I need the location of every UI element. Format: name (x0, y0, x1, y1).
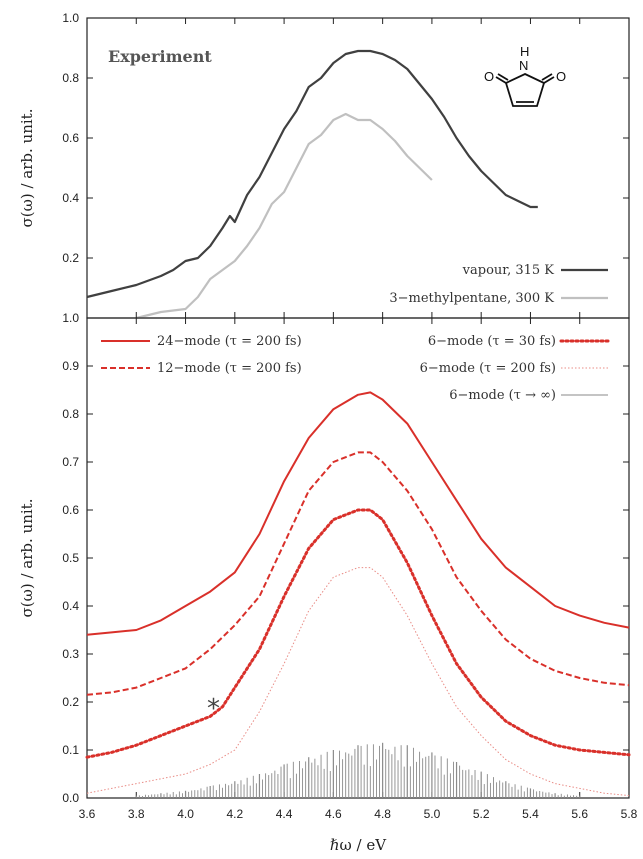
legend-label-6-mode-inf: 6−mode (τ → ∞) (449, 388, 556, 403)
top-y-tick-label: 0.8 (62, 71, 79, 85)
x-axis-label: ℏω / eV (330, 836, 387, 854)
legend-label-6-mode-30fs: 6−mode (τ = 30 fs) (428, 334, 556, 349)
bottom-y-tick-label: 0.5 (62, 551, 79, 565)
bottom-y-tick-label: 0.0 (62, 791, 79, 805)
legend-label-24-mode: 24−mode (τ = 200 fs) (157, 334, 302, 349)
bottom-panel: 0.0 0.1 0.2 0.3 0.4 0.5 0.6 0.7 0.8 0.9 1.0 3.6 3.8… (62, 18, 638, 821)
legend-label-methylpentane: 3−methylpentane, 300 K (389, 291, 554, 306)
series-line-bottom-1 (86, 451, 630, 696)
bottom-y-tick-label: 0.7 (62, 455, 79, 469)
legend-label-12-mode: 12−mode (τ = 200 fs) (157, 361, 302, 376)
x-tick-label: 4.2 (226, 807, 243, 821)
bottom-y-tick-label: 0.4 (62, 599, 79, 613)
x-tick-label: 4.8 (374, 807, 391, 821)
bottom-legend: 24−mode (τ = 200 fs) 12−mode (τ = 200 fs… (101, 334, 610, 403)
top-y-tick-label: 0.4 (62, 191, 79, 205)
x-tick-label: 4.0 (177, 807, 194, 821)
top-panel: 0.2 0.4 0.6 0.8 1.0 Experiment O O N H vapou… (62, 11, 630, 320)
x-tick-label: 5.6 (571, 807, 588, 821)
bottom-series (85, 391, 631, 798)
bottom-y-axis-label: σ(ω) / arb. unit. (18, 499, 36, 618)
bottom-y-tick-label: 0.8 (62, 407, 79, 421)
x-tick-label: 3.6 (79, 807, 96, 821)
bottom-y-tick-label: 0.2 (62, 695, 79, 709)
series-line-bottom-0 (86, 391, 630, 636)
bottom-y-tick-label: 0.9 (62, 359, 79, 373)
x-tick-label: 3.8 (128, 807, 145, 821)
bottom-y-ticks: 0.0 0.1 0.2 0.3 0.4 0.5 0.6 0.7 0.8 0.9 1.0 (62, 311, 629, 805)
top-legend: vapour, 315 K 3−methylpentane, 300 K (389, 263, 608, 306)
x-tick-label: 5.2 (473, 807, 490, 821)
molecule-structure-icon: O O N H (484, 44, 566, 107)
top-y-axis-label: σ(ω) / arb. unit. (18, 109, 36, 228)
bottom-y-tick-label: 1.0 (62, 311, 79, 325)
svg-text:N: N (519, 58, 528, 73)
svg-text:O: O (556, 69, 566, 84)
bottom-y-tick-label: 0.6 (62, 503, 79, 517)
bottom-y-tick-label: 0.1 (62, 743, 79, 757)
series-line-top-1 (136, 112, 433, 320)
top-y-tick-label: 0.6 (62, 131, 79, 145)
x-tick-label: 5.0 (424, 807, 441, 821)
top-y-ticks: 0.2 0.4 0.6 0.8 1.0 (62, 11, 629, 265)
panel-title: Experiment (108, 47, 212, 66)
top-y-tick-label: 0.2 (62, 251, 79, 265)
x-tick-label: 5.4 (522, 807, 539, 821)
svg-text:H: H (520, 44, 529, 59)
series-line-top-0 (86, 49, 538, 299)
annotation-asterisk: * (207, 694, 220, 724)
x-ticks: 3.6 3.8 4.0 4.2 4.4 4.6 4.8 5.0 5.2 5.4 5.6 5.8 (79, 18, 638, 821)
legend-label-6-mode-200fs: 6−mode (τ = 200 fs) (420, 361, 556, 376)
x-tick-label: 4.4 (276, 807, 293, 821)
top-series (86, 49, 538, 320)
x-tick-label: 5.8 (621, 807, 638, 821)
top-y-tick-label: 1.0 (62, 11, 79, 25)
x-tick-label: 4.6 (325, 807, 342, 821)
legend-label-vapour: vapour, 315 K (462, 263, 555, 278)
bottom-y-tick-label: 0.3 (62, 647, 79, 661)
series-line-bottom-2 (85, 508, 631, 759)
svg-text:O: O (484, 69, 494, 84)
